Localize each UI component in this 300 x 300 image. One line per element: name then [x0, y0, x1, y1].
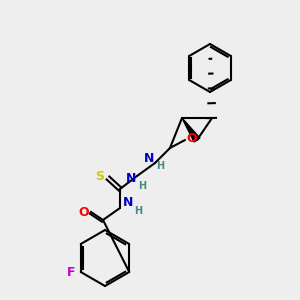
- Text: H: H: [138, 181, 146, 191]
- Text: H: H: [134, 206, 142, 216]
- Text: O: O: [79, 206, 89, 218]
- Text: O: O: [187, 131, 197, 145]
- Polygon shape: [182, 118, 200, 142]
- Text: N: N: [123, 196, 133, 209]
- Text: F: F: [67, 266, 75, 278]
- Text: N: N: [144, 152, 154, 164]
- Text: N: N: [126, 172, 136, 185]
- Text: H: H: [156, 161, 164, 171]
- Text: S: S: [95, 169, 104, 182]
